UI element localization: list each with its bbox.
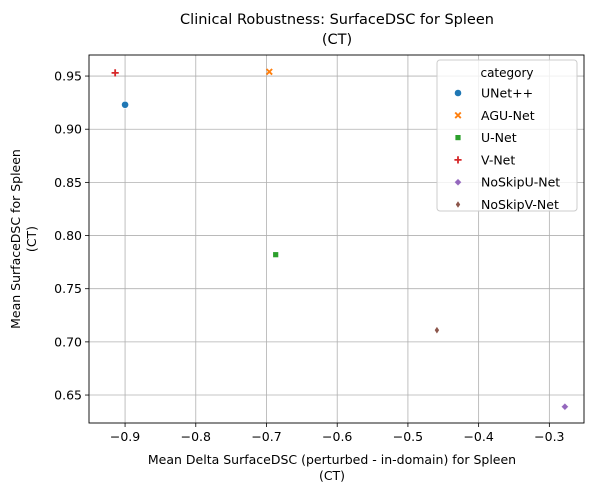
x-tick-label: −0.7 (251, 429, 281, 444)
x-tick-label: −0.4 (463, 429, 493, 444)
legend-label: NoSkipV-Net (481, 197, 559, 212)
x-tick-label: −0.5 (393, 429, 423, 444)
data-point-unet- (121, 100, 129, 109)
x-tick-label: −0.3 (534, 429, 564, 444)
y-axis-ticks: 0.65 0.70 0.75 0.80 0.85 0.90 0.95 (54, 69, 89, 403)
legend-label: U-Net (481, 130, 517, 145)
x-axis-label: Mean Delta SurfaceDSC (perturbed - in-do… (148, 452, 516, 483)
legend-label: AGU-Net (481, 108, 535, 123)
x-tick-label: −0.9 (110, 429, 140, 444)
y-tick-label: 0.65 (54, 388, 82, 403)
y-axis-label-line-1: Mean SurfaceDSC for Spleen (8, 149, 23, 329)
chart-title-line-1: Clinical Robustness: SurfaceDSC for Sple… (180, 12, 494, 28)
x-tick-label: −0.8 (181, 429, 211, 444)
y-tick-label: 0.80 (54, 228, 82, 243)
legend-marker-noskipu-net (454, 178, 462, 186)
data-point-v-net (111, 69, 119, 77)
x-axis-label-line-1: Mean Delta SurfaceDSC (perturbed - in-do… (148, 452, 516, 467)
legend: category UNet++ AGU-Net U-Net V-Net NoSkipU-… (436, 59, 578, 212)
legend-marker-agu-net (454, 111, 462, 119)
data-points (111, 68, 569, 411)
chart-title: Clinical Robustness: SurfaceDSC for Sple… (180, 12, 494, 48)
y-axis-label: Mean SurfaceDSC for Spleen (CT) (8, 149, 39, 329)
legend-marker-unet- (454, 89, 462, 97)
y-tick-label: 0.95 (54, 69, 82, 84)
legend-items: UNet++ AGU-Net U-Net V-Net NoSkipU-Net NoSkip… (454, 86, 560, 212)
y-tick-label: 0.75 (54, 281, 82, 296)
plot-frame (88, 54, 585, 424)
data-point-agu-net (265, 68, 273, 76)
y-tick-label: 0.70 (54, 334, 82, 349)
x-tick-label: −0.6 (322, 429, 352, 444)
legend-box (436, 59, 578, 212)
chart-title-line-2: (CT) (322, 32, 352, 48)
legend-label: NoSkipU-Net (481, 175, 560, 190)
data-point-noskipu-net (561, 402, 569, 411)
legend-label: V-Net (481, 152, 515, 167)
y-axis-label-line-2: (CT) (24, 226, 39, 252)
y-tick-label: 0.90 (54, 122, 82, 137)
legend-label: UNet++ (481, 86, 533, 101)
y-tick-label: 0.85 (54, 175, 82, 190)
x-axis-ticks: −0.9 −0.8 −0.7 −0.6 −0.5 −0.4 −0.3 (110, 423, 565, 444)
legend-title: category (480, 66, 533, 80)
data-point-noskipv-net (434, 326, 440, 334)
legend-marker-u-net (455, 135, 461, 141)
x-axis-label-line-2: (CT) (319, 468, 345, 483)
legend-marker-noskipv-net (455, 201, 461, 208)
legend-marker-v-net (454, 156, 462, 164)
data-point-u-net (273, 252, 279, 258)
